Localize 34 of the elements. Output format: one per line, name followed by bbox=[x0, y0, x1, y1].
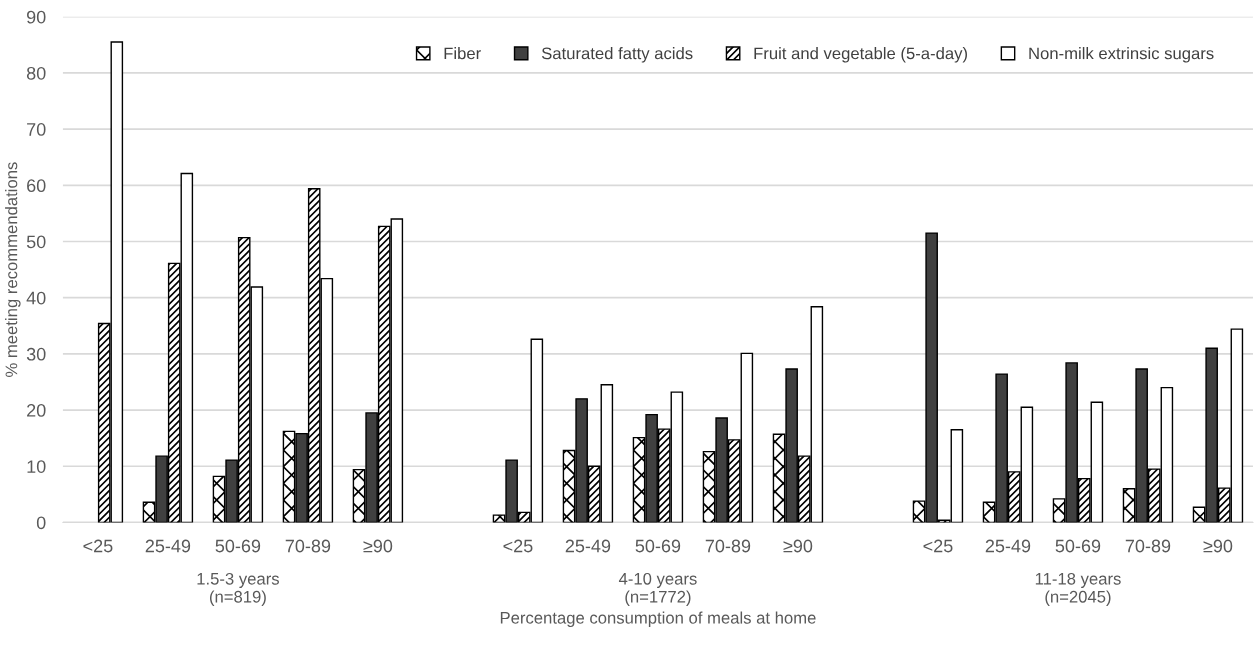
x-tick-label: 50-69 bbox=[635, 539, 681, 553]
x-tick-label: 50-69 bbox=[1055, 539, 1101, 553]
x-tick-label: 25-49 bbox=[565, 539, 611, 553]
text: 11-18 years (n=2045) bbox=[1035, 572, 1121, 606]
y-tick-label: 60 bbox=[27, 179, 46, 193]
y-tick-label: 10 bbox=[27, 460, 46, 473]
x-tick-label: <25 bbox=[503, 539, 533, 553]
x-tick-label: <25 bbox=[83, 539, 113, 553]
x-tick-label: 70-89 bbox=[705, 539, 751, 553]
x-tick-label: <25 bbox=[923, 539, 953, 553]
x-tick-label: ≥90 bbox=[1203, 539, 1233, 553]
x-tick-label: ≥90 bbox=[363, 539, 393, 553]
legend-label: Fruit and vegetable (5-a-day) bbox=[754, 47, 967, 63]
y-tick-label: 90 bbox=[27, 10, 46, 24]
y-tick-label: 70 bbox=[27, 123, 46, 136]
x-tick-label: 50-69 bbox=[215, 539, 261, 553]
x-axis-title: Percentage consumption of meals at home bbox=[500, 611, 816, 628]
text: 1.5-3 years (n=819) bbox=[197, 572, 279, 606]
x-tick-label: ≥90 bbox=[783, 539, 813, 553]
x-tick-label: 25-49 bbox=[985, 539, 1031, 553]
x-tick-label: 70-89 bbox=[1125, 539, 1171, 553]
legend-label: Saturated fatty acids bbox=[541, 47, 693, 63]
text: 4-10 years (n=1772) bbox=[618, 572, 697, 606]
legend-label: Non-milk extrinsic sugars bbox=[1029, 47, 1214, 63]
y-tick-label: 50 bbox=[26, 235, 46, 249]
y-tick-label: 80 bbox=[26, 66, 46, 80]
y-tick-label: 30 bbox=[26, 347, 46, 361]
y-tick-label: 0 bbox=[36, 516, 46, 530]
x-tick-label: 25-49 bbox=[145, 539, 191, 553]
y-axis-title: % meeting recommendations bbox=[5, 162, 21, 377]
y-tick-label: 20 bbox=[27, 404, 46, 417]
x-tick-label: 70-89 bbox=[285, 539, 331, 553]
y-tick-label: 40 bbox=[26, 291, 46, 305]
legend-label: Fiber bbox=[444, 47, 481, 60]
